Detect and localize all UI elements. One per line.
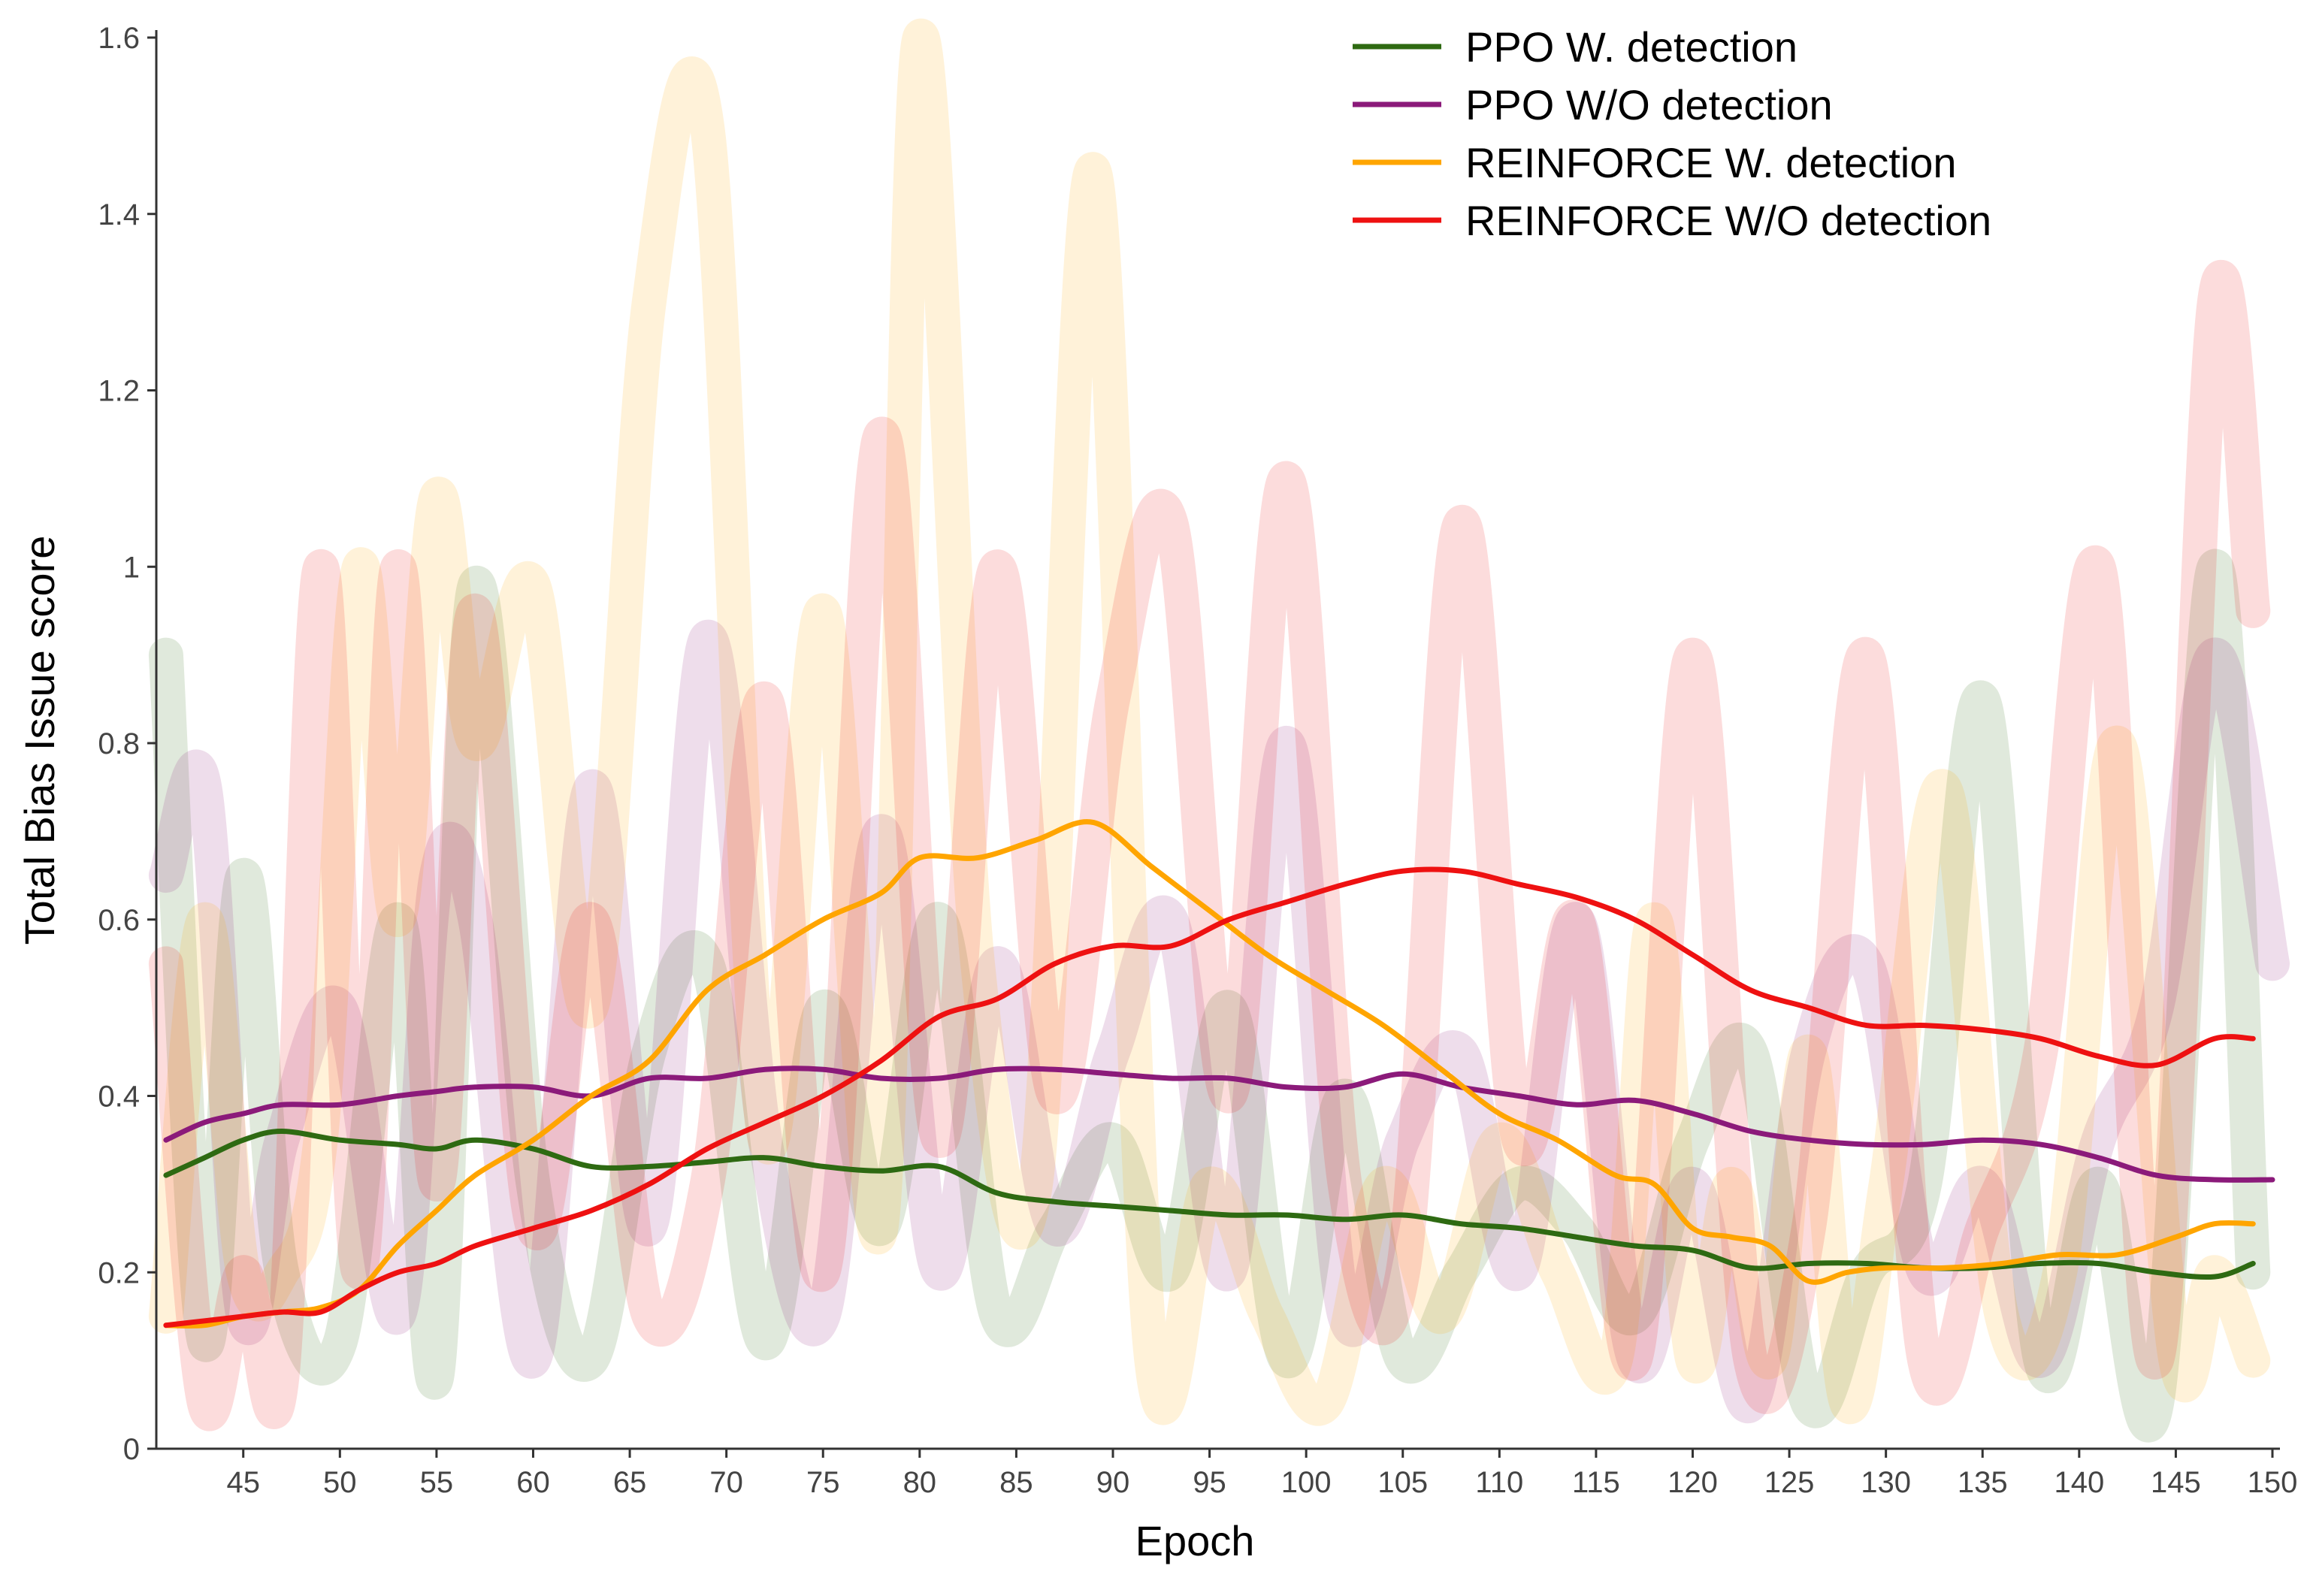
legend-label: PPO W. detection bbox=[1465, 23, 1798, 71]
x-tick-label: 135 bbox=[1958, 1466, 2008, 1499]
y-tick-label: 1.6 bbox=[98, 22, 140, 55]
x-tick-label: 140 bbox=[2054, 1466, 2104, 1499]
x-tick-label: 60 bbox=[516, 1466, 550, 1499]
x-tick-label: 55 bbox=[420, 1466, 454, 1499]
series-line-3 bbox=[163, 866, 2256, 1328]
x-tick-label: 145 bbox=[2151, 1466, 2201, 1499]
x-tick-label: 130 bbox=[1861, 1466, 1911, 1499]
legend-label: REINFORCE W/O detection bbox=[1465, 197, 1991, 244]
raw-series-2 bbox=[148, 18, 2271, 1426]
x-tick-label: 85 bbox=[999, 1466, 1033, 1499]
series-line-1 bbox=[163, 1066, 2275, 1183]
y-tick-label: 0.2 bbox=[98, 1256, 140, 1289]
y-tick-label: 1.2 bbox=[98, 375, 140, 408]
legend: PPO W. detection PPO W/O detection REINFOR… bbox=[1353, 23, 1991, 244]
y-tick-label: 1 bbox=[123, 551, 140, 584]
y-axis-title: Total Bias Issue score bbox=[16, 536, 63, 945]
x-tick-label: 105 bbox=[1377, 1466, 1428, 1499]
x-tick-label: 95 bbox=[1193, 1466, 1226, 1499]
raw-series-3 bbox=[148, 259, 2271, 1431]
x-tick-label: 45 bbox=[226, 1466, 260, 1499]
x-tick-label: 50 bbox=[323, 1466, 357, 1499]
axes: 0 0.2 0.4 0.6 0.8 1 1.2 1.4 1.6 45 50 55 60 65 70 75 80 8… bbox=[98, 22, 2297, 1499]
x-tick-label: 150 bbox=[2248, 1466, 2298, 1499]
raw-series-1 bbox=[148, 620, 2290, 1424]
y-tick-label: 0 bbox=[123, 1433, 140, 1466]
x-tick-label: 70 bbox=[709, 1466, 743, 1499]
x-tick-label: 120 bbox=[1667, 1466, 1718, 1499]
x-tick-label: 100 bbox=[1281, 1466, 1332, 1499]
y-tick-label: 1.4 bbox=[98, 198, 140, 231]
legend-label: REINFORCE W. detection bbox=[1465, 139, 1957, 186]
series-line-2 bbox=[163, 819, 2256, 1329]
x-tick-label: 90 bbox=[1096, 1466, 1130, 1499]
raw-series-0 bbox=[148, 549, 2271, 1443]
x-tick-label: 110 bbox=[1475, 1466, 1523, 1499]
y-tick-label: 0.8 bbox=[98, 727, 140, 760]
x-tick-label: 65 bbox=[613, 1466, 647, 1499]
smoothed-lines-layer bbox=[163, 819, 2275, 1329]
y-tick-label: 0.6 bbox=[98, 904, 140, 937]
legend-label: PPO W/O detection bbox=[1465, 81, 1833, 128]
x-tick-label: 75 bbox=[806, 1466, 840, 1499]
raw-noise-layer bbox=[148, 18, 2290, 1443]
x-tick-label: 80 bbox=[903, 1466, 937, 1499]
x-tick-label: 115 bbox=[1572, 1466, 1620, 1499]
x-tick-label: 125 bbox=[1764, 1466, 1815, 1499]
y-tick-label: 0.4 bbox=[98, 1081, 140, 1114]
x-axis-title: Epoch bbox=[1135, 1517, 1255, 1564]
